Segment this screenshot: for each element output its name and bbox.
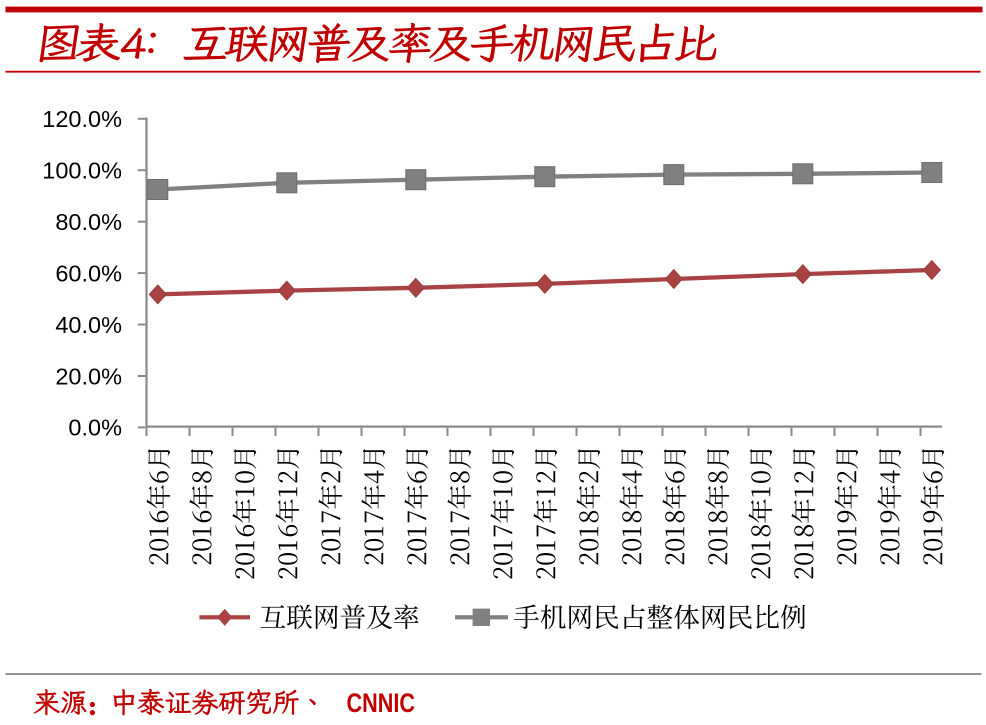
svg-text:CNNIC: CNNIC [347, 688, 416, 718]
svg-text:0.0%: 0.0% [68, 415, 122, 441]
svg-text:20.0%: 20.0% [55, 363, 122, 389]
svg-text:60.0%: 60.0% [55, 260, 122, 286]
svg-text:120.0%: 120.0% [42, 106, 122, 132]
svg-text:80.0%: 80.0% [55, 209, 122, 235]
svg-text:100.0%: 100.0% [42, 158, 122, 184]
svg-text:40.0%: 40.0% [55, 312, 122, 338]
